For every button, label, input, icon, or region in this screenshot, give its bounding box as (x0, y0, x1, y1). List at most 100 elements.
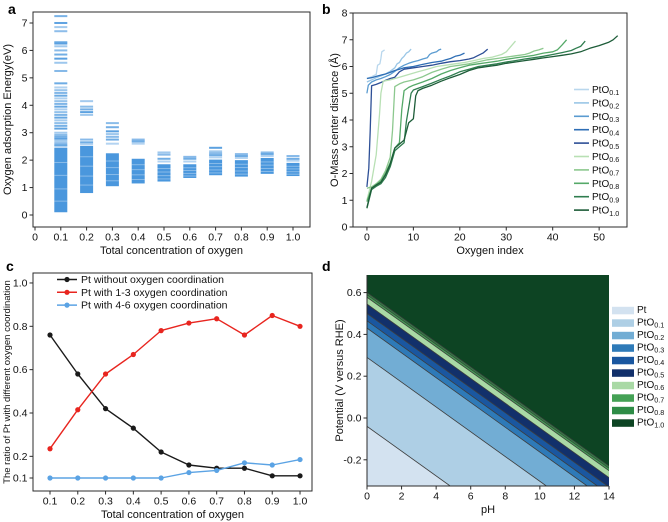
x-tick-label: 0.8 (237, 496, 252, 508)
legend-swatch (612, 319, 634, 327)
sparse-dash (131, 142, 145, 145)
sparse-dash (54, 91, 68, 94)
legend-entry: PtO0.2 (637, 330, 664, 342)
y-tick-label: 0.4 (347, 329, 362, 341)
legend-swatch-dot (64, 276, 70, 283)
sparse-dash (157, 153, 171, 156)
legend-swatch (612, 381, 634, 390)
panel-c-xlabel: Total concentration of oxygen (101, 509, 244, 521)
panel-b-svg: 0 10 20 30 40 50 0 1 2 3 4 5 6 7 8 Oxygen index O-Mass c… (328, 8, 628, 257)
y-tick-label: 0.6 (347, 287, 362, 299)
dense-band (131, 158, 145, 184)
sparse-dash (105, 126, 119, 129)
dense-band (183, 164, 197, 178)
legend-entry: PtO0.4 (592, 125, 619, 137)
legend-entry: PtO0.3 (637, 343, 664, 355)
data-point (214, 467, 220, 474)
x-tick-label: 0.2 (70, 496, 85, 508)
legend-entry: PtO0.6 (637, 380, 664, 392)
x-tick-label: 0.4 (131, 232, 146, 244)
dense-band (260, 157, 274, 174)
x-tick-label: 0.6 (182, 232, 197, 244)
legend-entry: PtO0.1 (637, 318, 664, 330)
data-point (130, 425, 136, 431)
sparse-dash (54, 89, 68, 92)
data-point (75, 407, 81, 413)
sparse-dash (54, 144, 68, 147)
sparse-dash (183, 157, 197, 160)
series-PtO0.2 (366, 48, 412, 83)
sparse-dash (54, 145, 68, 148)
legend-swatch (612, 406, 634, 415)
x-tick-label: 8 (502, 491, 508, 503)
data-point (269, 312, 275, 319)
sparse-dash (234, 153, 248, 156)
sparse-dash (234, 156, 248, 159)
panel-b-xlabel: Oxygen index (456, 245, 524, 257)
data-point (297, 473, 303, 479)
x-tick-label: 0 (32, 232, 38, 244)
data-point (241, 332, 248, 338)
y-tick-label: 0.1 (13, 473, 28, 485)
phase-boundary-line (367, 292, 609, 467)
y-tick-label: 3 (22, 127, 28, 139)
legend-swatch (612, 331, 634, 340)
x-tick-label: 0.1 (53, 232, 68, 244)
strip-0.4 (131, 138, 145, 184)
series-PtO0.6 (366, 40, 516, 201)
y-tick-label: 0 (342, 222, 348, 234)
phase-boundary-line (367, 327, 588, 486)
x-tick-label: 0 (364, 232, 370, 244)
dense-band (54, 147, 68, 213)
sparse-dash (80, 113, 94, 116)
x-tick-label: 14 (603, 491, 615, 503)
data-point (102, 371, 109, 377)
panel-d-xlabel: pH (481, 504, 495, 516)
x-tick-label: 0.5 (157, 232, 172, 244)
legend-swatch (612, 306, 634, 315)
sparse-dash (54, 100, 68, 103)
series-PtO0.4 (366, 52, 465, 80)
sparse-dash (157, 157, 171, 160)
legend-swatch-dot (64, 289, 70, 295)
sparse-dash (54, 45, 68, 48)
sparse-dash (80, 138, 94, 141)
x-tick-label: 40 (547, 232, 559, 244)
strip-0.5 (157, 151, 171, 182)
legend-entry: PtO0.7 (592, 165, 619, 177)
sparse-dash (209, 154, 223, 157)
dense-band (80, 145, 94, 194)
strip-0.7 (209, 146, 223, 176)
panel-d-svg: 0 2 4 6 8 10 12 14 -0.2 0.0 0.2 0.4 0.6 pH Potential (… (334, 275, 664, 516)
strip-1 (286, 155, 300, 177)
sparse-dash (54, 122, 68, 125)
data-point (158, 475, 164, 481)
phase-boundary-line (367, 357, 547, 486)
data-point (75, 475, 81, 481)
x-tick-label: 12 (569, 491, 581, 503)
y-tick-label: 1 (22, 182, 28, 194)
sparse-dash (80, 111, 94, 114)
y-tick-label: 7 (22, 17, 28, 29)
dense-band (105, 153, 119, 187)
y-tick-label: 3 (342, 141, 348, 153)
sparse-dash (286, 157, 300, 160)
x-tick-label: 4 (433, 491, 439, 503)
phase-boundary-line (367, 296, 609, 472)
legend-swatch (612, 394, 634, 402)
panel-b-frame (352, 12, 628, 228)
sparse-dash (260, 153, 274, 156)
panel-d-ylabel: Potential (V versus RHE) (334, 319, 346, 441)
y-tick-label: 0 (22, 210, 28, 222)
data-point (269, 473, 275, 479)
sparse-dash (209, 156, 223, 159)
strip-0.9 (260, 151, 274, 174)
legend-entry: Pt without oxygen coordination (81, 274, 224, 286)
sparse-dash (80, 105, 94, 108)
legend-swatch (612, 344, 634, 352)
sparse-dash (54, 86, 68, 89)
legend-entry: PtO1.0 (592, 206, 619, 218)
sparse-dash (54, 61, 68, 64)
legend-entry: Pt with 1-3 oxygen coordination (81, 287, 228, 299)
